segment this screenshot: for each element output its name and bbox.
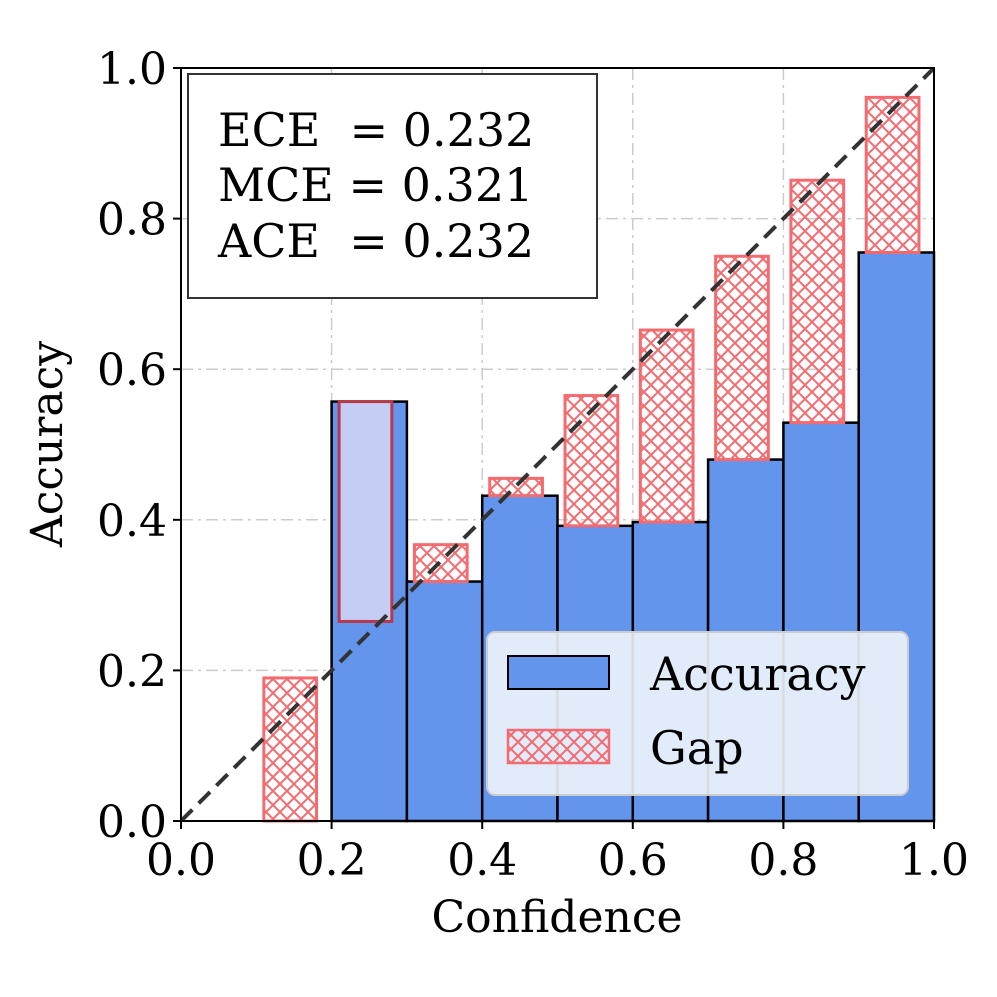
y-tick-label-5: 1.0 bbox=[97, 44, 167, 95]
y-tick-label-1: 0.2 bbox=[97, 646, 167, 697]
x-axis-label: Confidence bbox=[431, 892, 682, 943]
legend-swatch-gap bbox=[506, 728, 611, 765]
metrics-box: ECE = 0.232 MCE = 0.321 ACE = 0.232 bbox=[187, 73, 598, 299]
x-tick-label-1: 0.2 bbox=[297, 835, 367, 886]
y-tick-label-2: 0.4 bbox=[97, 496, 167, 547]
gap-hatch-6 bbox=[715, 256, 769, 460]
gap-bar-4 bbox=[563, 394, 620, 528]
gap-hatch-4 bbox=[565, 395, 618, 526]
gap-bar-1 bbox=[337, 400, 394, 623]
gap-bars bbox=[262, 95, 921, 823]
legend-swatch-accuracy bbox=[507, 655, 610, 690]
gap-bar-3 bbox=[488, 476, 544, 498]
y-tick-label-4: 0.8 bbox=[97, 195, 167, 246]
gap-bar-5 bbox=[638, 328, 695, 524]
gap-hatch-3 bbox=[489, 478, 543, 496]
x-tick-label-3: 0.6 bbox=[598, 835, 668, 886]
y-tick-label-3: 0.6 bbox=[97, 345, 167, 396]
gap-bar-2 bbox=[412, 543, 469, 584]
gap-bar-8 bbox=[864, 95, 921, 254]
x-tick-label-0: 0.0 bbox=[146, 835, 216, 886]
y-axis-label: Accuracy bbox=[22, 341, 73, 548]
gap-hatch-5 bbox=[640, 330, 694, 523]
y-tick-label-0: 0.0 bbox=[97, 797, 167, 848]
gap-bar-7 bbox=[789, 178, 846, 425]
mce-metric: MCE = 0.321 bbox=[218, 158, 533, 212]
gap-hatch-7 bbox=[790, 180, 844, 423]
perfect-calibration-line bbox=[181, 68, 934, 821]
ace-metric: ACE = 0.232 bbox=[217, 214, 534, 268]
plot-frame bbox=[180, 67, 935, 822]
gap-hatch-2 bbox=[414, 544, 468, 582]
gap-hatch-8 bbox=[866, 97, 919, 253]
x-tick-label-2: 0.4 bbox=[447, 835, 517, 886]
x-tick-label-4: 0.8 bbox=[748, 835, 818, 886]
accuracy-bar-2 bbox=[405, 580, 484, 823]
axis-ticks: 0.0 0.2 0.4 0.6 0.8 1.0 0.0 0.2 0.4 0.6 0.8 1.0 bbox=[97, 44, 969, 886]
ece-metric: ECE = 0.232 bbox=[218, 103, 534, 157]
gap-bar-6 bbox=[714, 254, 770, 462]
legend-label-accuracy: Accuracy bbox=[649, 647, 866, 701]
x-tick-label-5: 1.0 bbox=[899, 835, 969, 886]
gap-hatch-0 bbox=[263, 677, 317, 821]
legend-label-gap: Gap bbox=[650, 721, 744, 775]
legend: Accuracy Gap bbox=[486, 631, 909, 796]
